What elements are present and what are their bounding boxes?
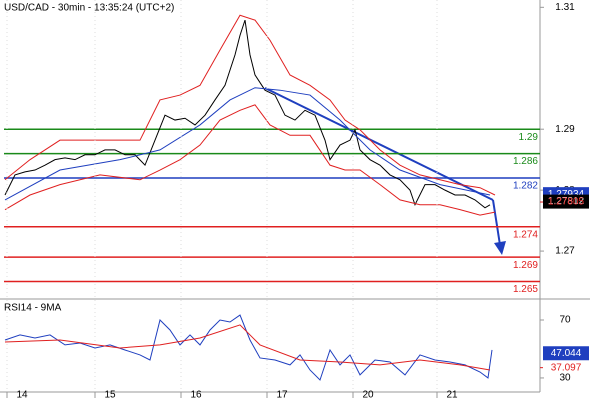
x-tick-label: 17 — [276, 390, 288, 400]
x-tick-label: 15 — [104, 390, 116, 400]
x-tick-label: 14 — [16, 390, 28, 400]
level-label: 1.286 — [513, 156, 538, 167]
price-label: 1.27934 — [548, 189, 585, 200]
price-box — [543, 346, 589, 361]
x-tick-label: 20 — [362, 390, 374, 400]
level-label: 1.274 — [513, 229, 538, 240]
y-tick-label: 1.31 — [555, 2, 575, 13]
y-tick-label: 30 — [559, 373, 571, 384]
price-box — [543, 194, 589, 209]
y-tick-label: 70 — [559, 315, 571, 326]
y-tick-label: 1.29 — [555, 124, 575, 135]
x-tick-label: 21 — [446, 390, 458, 400]
series-line — [4, 19, 491, 209]
trend-line — [264, 87, 494, 201]
price-label: 1.27812 — [548, 196, 585, 207]
level-label: 1.269 — [513, 260, 538, 271]
chart-title: USD/CAD - 30min - 13:35:24 (UTC+2) — [4, 3, 174, 14]
price-label: 1.27805 — [548, 197, 585, 208]
arrow-head — [494, 241, 506, 255]
price-label: 47.044 — [551, 348, 582, 359]
series-line — [4, 104, 496, 216]
price-label: 37.097 — [551, 362, 582, 373]
level-label: 1.265 — [513, 284, 538, 295]
y-tick-label: 1.27 — [555, 246, 575, 257]
level-label: 1.29 — [519, 132, 539, 143]
level-label: 1.282 — [513, 181, 538, 192]
x-tick-label: 16 — [190, 390, 202, 400]
series-line — [4, 14, 496, 196]
panel-title: RSI14 - 9MA — [4, 303, 62, 314]
series-line — [4, 324, 491, 371]
trend-arrow — [492, 199, 501, 246]
